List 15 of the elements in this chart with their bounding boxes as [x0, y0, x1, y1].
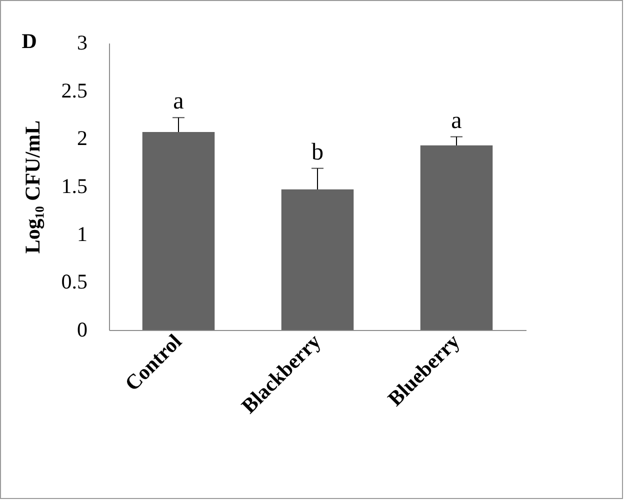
annotation: a	[173, 88, 184, 115]
annotation: a	[451, 108, 462, 134]
y-axis-title: Log₁₀ CFU/mL	[20, 120, 44, 254]
bar	[420, 145, 493, 330]
bar	[281, 189, 354, 330]
y-tick-label: 1.5	[61, 174, 88, 198]
y-tick-label: 0.5	[61, 270, 88, 294]
y-tick-label: 0	[77, 318, 88, 342]
chart-title: D	[22, 29, 37, 53]
y-tick-label: 2	[77, 126, 88, 150]
bar	[142, 132, 215, 330]
y-tick-label: 1	[77, 222, 88, 246]
y-tick-label: 2.5	[61, 78, 88, 102]
y-tick-label: 3	[77, 30, 88, 54]
annotation: b	[312, 139, 324, 166]
